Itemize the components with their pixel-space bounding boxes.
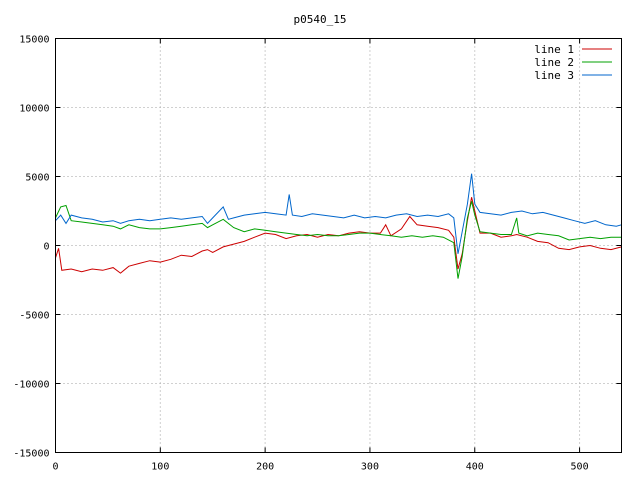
- y-tick-label: 10000: [19, 104, 49, 115]
- y-tick-label: 5000: [25, 173, 49, 184]
- x-tick-label: 300: [361, 462, 379, 473]
- axis-tick-labels: 0 100 200 300 400 500 -15000 -10000 -5000 0 5000 10…: [13, 35, 588, 473]
- x-tick-label: 0: [52, 462, 58, 473]
- x-tick-label: 200: [256, 462, 274, 473]
- y-tick-label: -5000: [19, 311, 49, 322]
- y-tick-label: -15000: [13, 449, 49, 460]
- legend-label: line 1: [534, 43, 574, 56]
- series-line-1-line: [55, 197, 622, 274]
- y-tick-label: 0: [43, 242, 49, 253]
- plot-frame: [55, 38, 622, 453]
- series-layer: [55, 173, 622, 279]
- x-tick-label: 400: [466, 462, 484, 473]
- series-line-3-line: [55, 173, 622, 254]
- chart-title: p0540_15: [294, 13, 347, 26]
- legend-label: line 3: [534, 69, 574, 82]
- grid: [55, 38, 622, 453]
- y-tick-label: 15000: [19, 35, 49, 46]
- series-line-2-line: [55, 201, 622, 279]
- y-tick-label: -10000: [13, 380, 49, 391]
- x-tick-label: 100: [151, 462, 169, 473]
- x-tick-label: 500: [571, 462, 589, 473]
- legend-label: line 2: [534, 56, 574, 69]
